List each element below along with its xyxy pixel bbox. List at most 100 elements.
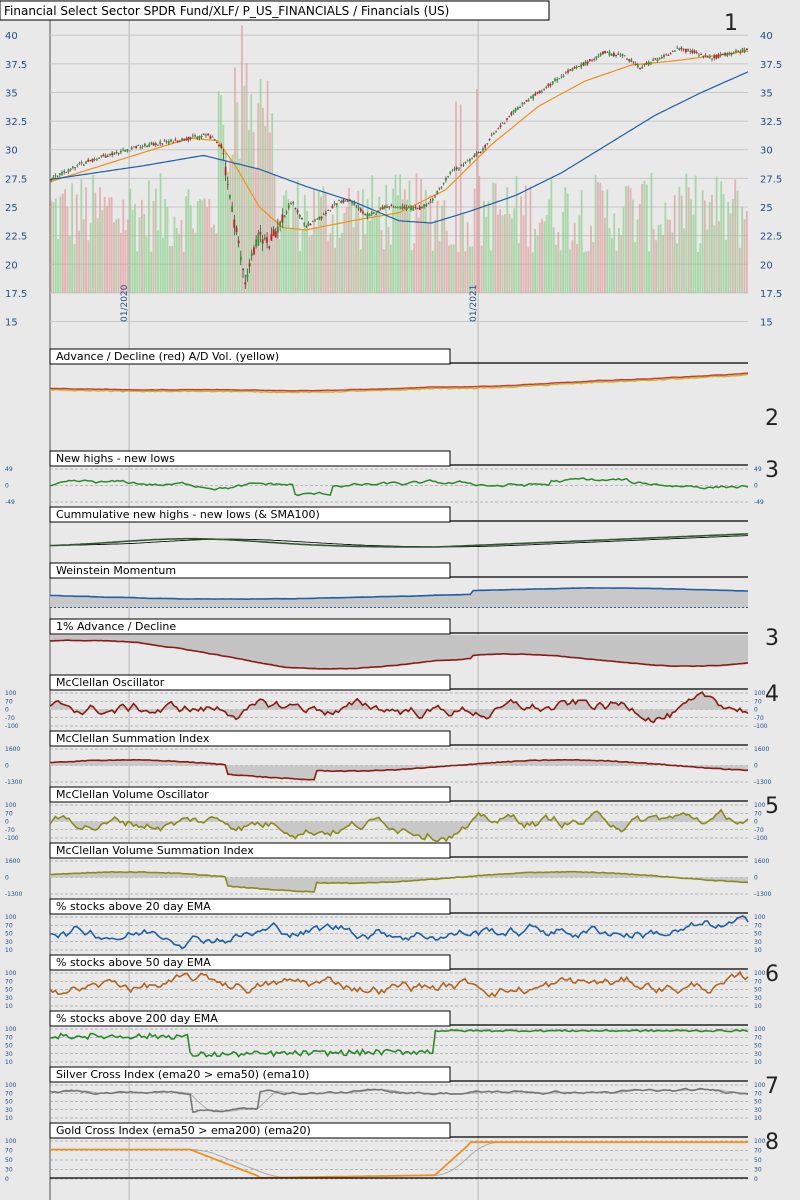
candle-body	[588, 59, 591, 61]
candle-body	[510, 112, 513, 116]
candle-body	[619, 54, 622, 56]
candle-body	[663, 55, 665, 57]
candle-body	[150, 142, 153, 145]
candle-body	[652, 59, 655, 62]
candle-body	[547, 83, 550, 86]
candle-body	[349, 199, 351, 201]
volume-bar	[727, 201, 730, 293]
volume-bar	[534, 229, 537, 293]
volume-bar	[208, 198, 211, 293]
volume-bar	[510, 218, 513, 293]
volume-bar	[252, 132, 255, 293]
candle-body	[660, 57, 663, 59]
candle-body	[427, 202, 430, 204]
volume-bar	[101, 210, 104, 293]
volume-bar	[189, 205, 192, 293]
price-tick-left: 27.5	[5, 174, 27, 185]
volume-bar	[720, 181, 723, 293]
volume-bar	[627, 185, 630, 293]
level-tick-left: 0	[5, 875, 9, 882]
volume-bar	[680, 195, 683, 293]
candle-body	[117, 153, 120, 155]
candle-body	[235, 227, 238, 233]
level-tick-left: 30	[5, 939, 13, 946]
volume-bar	[348, 188, 350, 293]
volume-bar	[382, 249, 385, 293]
level-tick-right: -1300	[754, 891, 772, 898]
candle-body	[191, 135, 194, 137]
volume-bar	[334, 247, 336, 293]
level-tick-left: 10	[5, 1115, 13, 1122]
volume-bar	[466, 222, 469, 293]
volume-bar	[217, 91, 220, 293]
candle-body	[307, 223, 310, 226]
candle-body	[665, 54, 668, 56]
volume-bar	[490, 250, 492, 293]
candle-body	[366, 214, 369, 218]
volume-bar	[259, 78, 262, 293]
candle-body	[229, 194, 231, 199]
candle-body	[93, 158, 96, 160]
volume-bar	[280, 229, 283, 293]
level-tick-left: 50	[5, 1043, 13, 1050]
candle-body	[85, 161, 87, 164]
volume-bar	[522, 215, 525, 293]
panel-title: Cummulative new highs - new lows (& SMA1…	[56, 508, 320, 521]
volume-bar	[57, 239, 60, 293]
candle-body	[209, 136, 212, 139]
candle-body	[377, 210, 380, 213]
candle-body	[213, 138, 216, 140]
volume-bar	[650, 173, 653, 293]
candle-body	[497, 128, 500, 130]
chart-title: Financial Select Sector SPDR Fund/XLF/ P…	[4, 4, 449, 18]
candle-body	[102, 154, 105, 157]
oversold-fill	[50, 947, 748, 949]
candle-body	[294, 207, 297, 209]
candle-body	[543, 88, 545, 90]
price-tick-left: 37.5	[5, 60, 27, 71]
volume-bar	[124, 230, 127, 293]
level-tick-right: 10	[754, 947, 762, 954]
candle-body	[506, 118, 508, 120]
volume-bar	[648, 251, 651, 293]
volume-bar	[734, 179, 737, 293]
level-tick-left: 49	[5, 466, 13, 473]
volume-bar	[555, 244, 557, 293]
level-tick-right: -100	[754, 723, 768, 730]
silver-cross-line	[49, 1087, 749, 1113]
volume-bar	[480, 245, 483, 293]
volume-bar	[282, 195, 285, 293]
candle-body	[678, 48, 681, 50]
volume-bar	[745, 210, 748, 293]
candle-body	[508, 116, 511, 118]
volume-bar	[708, 202, 711, 293]
volume-bar	[273, 174, 276, 293]
volume-bar	[701, 190, 704, 293]
volume-bar	[201, 200, 204, 293]
candle-body	[113, 153, 116, 155]
candle-body	[632, 61, 635, 63]
candle-body	[549, 84, 552, 86]
volume-bar	[285, 190, 288, 293]
price-tick-left: 30	[5, 146, 18, 157]
candle-body	[623, 55, 626, 57]
volume-bar	[624, 186, 627, 293]
level-tick-left: 100	[5, 802, 17, 809]
candle-body	[726, 53, 729, 56]
candle-body	[440, 187, 443, 189]
candle-body	[320, 216, 323, 219]
volume-bar	[508, 213, 511, 293]
volume-bar	[729, 213, 732, 293]
level-tick-left: 0	[5, 707, 9, 714]
candle-body	[495, 130, 497, 132]
volume-bar	[569, 249, 571, 293]
volume-bar	[559, 250, 562, 293]
volume-bar	[678, 186, 681, 293]
volume-bar	[736, 190, 739, 293]
level-tick-left: 50	[5, 1099, 13, 1106]
level-tick-right: 0	[754, 763, 758, 770]
level-tick-right: -1300	[754, 779, 772, 786]
candle-body	[128, 150, 131, 152]
